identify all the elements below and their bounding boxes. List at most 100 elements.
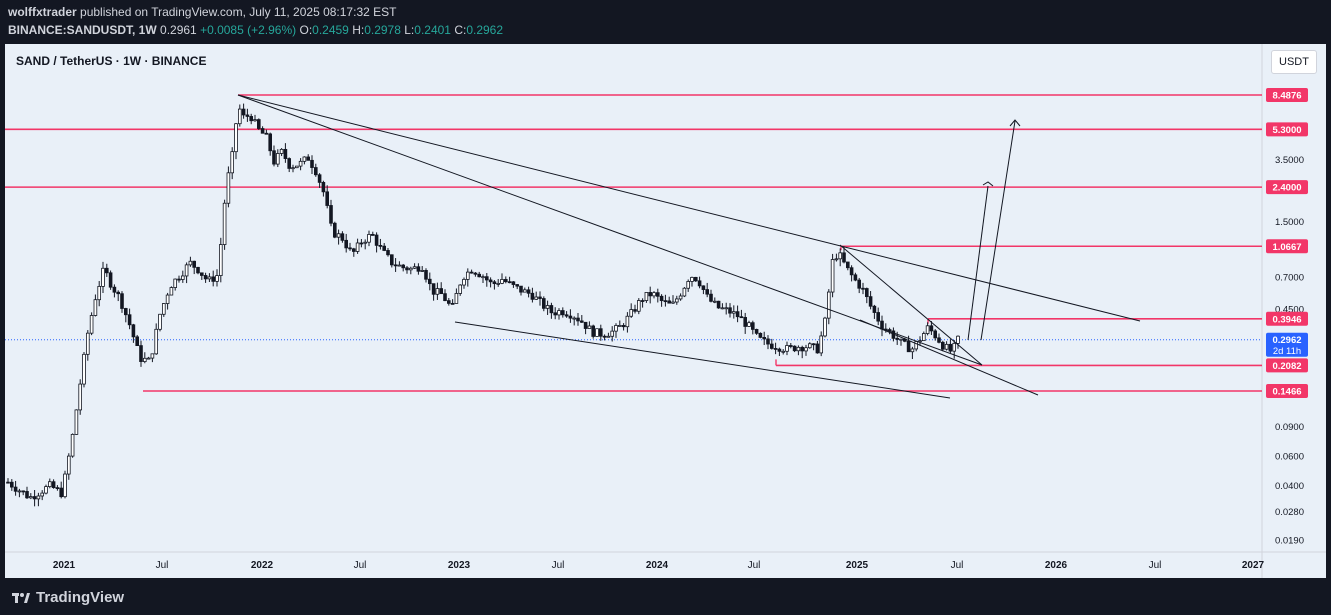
author-name[interactable]: wolffxtrader <box>8 5 77 19</box>
candle-body <box>36 495 41 500</box>
candle-body <box>416 266 421 272</box>
candle-body <box>667 300 671 304</box>
candle-body <box>549 305 554 314</box>
candle-body <box>283 148 288 159</box>
x-tick-label: Jul <box>748 560 761 571</box>
candle-body <box>59 487 63 498</box>
candle-body <box>21 490 25 493</box>
candle-body <box>857 279 861 289</box>
candle-body <box>747 322 751 327</box>
trendline-lower <box>454 321 951 399</box>
candle-body <box>713 300 717 303</box>
candle-body <box>743 317 747 327</box>
currency-unit-button[interactable]: USDT <box>1271 50 1317 74</box>
candle-body <box>86 332 90 355</box>
candle-body <box>724 307 728 310</box>
candle-body <box>591 325 595 337</box>
candle-body <box>754 328 759 334</box>
chart-pane[interactable] <box>5 44 1326 578</box>
candle-body <box>412 266 417 269</box>
candle-body <box>853 274 858 281</box>
candle-body <box>218 244 223 276</box>
candle-body <box>633 309 637 312</box>
candle-body <box>135 336 140 347</box>
tradingview-logo[interactable]: TradingView <box>12 587 124 607</box>
candle-body <box>302 156 307 162</box>
candle-body <box>800 346 804 352</box>
candle-body <box>659 295 664 302</box>
candle-body <box>697 280 702 287</box>
candle-body <box>329 205 333 224</box>
candle-body <box>378 244 383 247</box>
candle-body <box>165 294 170 304</box>
candle-body <box>572 317 576 320</box>
candle-body <box>496 282 500 285</box>
candle-body <box>188 260 193 266</box>
candle-body <box>849 267 854 276</box>
trendline-wedge-bottom <box>859 319 1039 396</box>
candle-body <box>728 307 732 314</box>
candle-body <box>944 343 949 350</box>
candle-body <box>291 167 295 170</box>
trendline-middle <box>237 94 983 366</box>
candle-body <box>275 153 280 165</box>
candle-body <box>906 340 911 353</box>
candle-body <box>458 284 462 294</box>
candle-body <box>580 320 584 323</box>
candle-body <box>629 309 633 317</box>
x-tick-label: 2027 <box>1242 560 1265 571</box>
candle-body <box>701 285 706 290</box>
candle-body <box>207 276 212 280</box>
y-tick-label: 0.0400 <box>1275 481 1304 492</box>
projection-arrow-1 <box>967 185 989 341</box>
candle-body <box>154 328 159 355</box>
projection-arrow-2 <box>980 120 1016 341</box>
candle-body <box>804 347 808 352</box>
candle-body <box>937 337 941 343</box>
candle-body <box>253 119 257 122</box>
publish-info: wolffxtrader published on TradingView.co… <box>8 5 396 19</box>
candle-body <box>846 261 850 269</box>
candle-body <box>245 114 250 117</box>
candle-body <box>70 433 75 457</box>
candle-body <box>686 281 690 289</box>
candle-body <box>150 353 155 359</box>
candle-body <box>158 313 162 330</box>
candle-body <box>671 301 675 304</box>
candle-body <box>450 302 455 305</box>
candle-body <box>568 315 573 319</box>
level-price-label: 0.2082 <box>1272 361 1301 372</box>
x-tick-label: Jul <box>1149 560 1162 571</box>
candle-body <box>462 278 466 286</box>
candle-body <box>656 292 660 297</box>
candle-body <box>454 293 459 304</box>
candle-body <box>789 345 793 347</box>
candle-body <box>180 275 185 280</box>
x-tick-label: Jul <box>552 560 565 571</box>
candle-body <box>382 245 386 251</box>
projection-arrow-head-2 <box>1009 119 1021 127</box>
candle-body <box>230 151 235 174</box>
candle-body <box>530 292 535 300</box>
open-label: O: <box>299 23 313 37</box>
candle-body <box>610 330 614 337</box>
candle-body <box>317 174 322 183</box>
last-price-label: 0.2962 <box>1272 335 1301 346</box>
candle-body <box>139 345 143 362</box>
candle-body <box>120 293 124 309</box>
level-price-tag <box>1266 383 1308 398</box>
candle-body <box>424 270 428 280</box>
candle-body <box>408 267 413 271</box>
candle-body <box>184 264 189 277</box>
candle-body <box>614 325 618 332</box>
candle-body <box>777 348 782 352</box>
candle-body <box>48 481 52 487</box>
candle-body <box>89 315 94 334</box>
level-price-tag <box>1266 180 1308 195</box>
candle-body <box>74 409 79 435</box>
candle-body <box>952 342 956 352</box>
low-value: 0.2401 <box>414 23 451 37</box>
candle-body <box>865 288 869 298</box>
candle-body <box>161 303 166 315</box>
